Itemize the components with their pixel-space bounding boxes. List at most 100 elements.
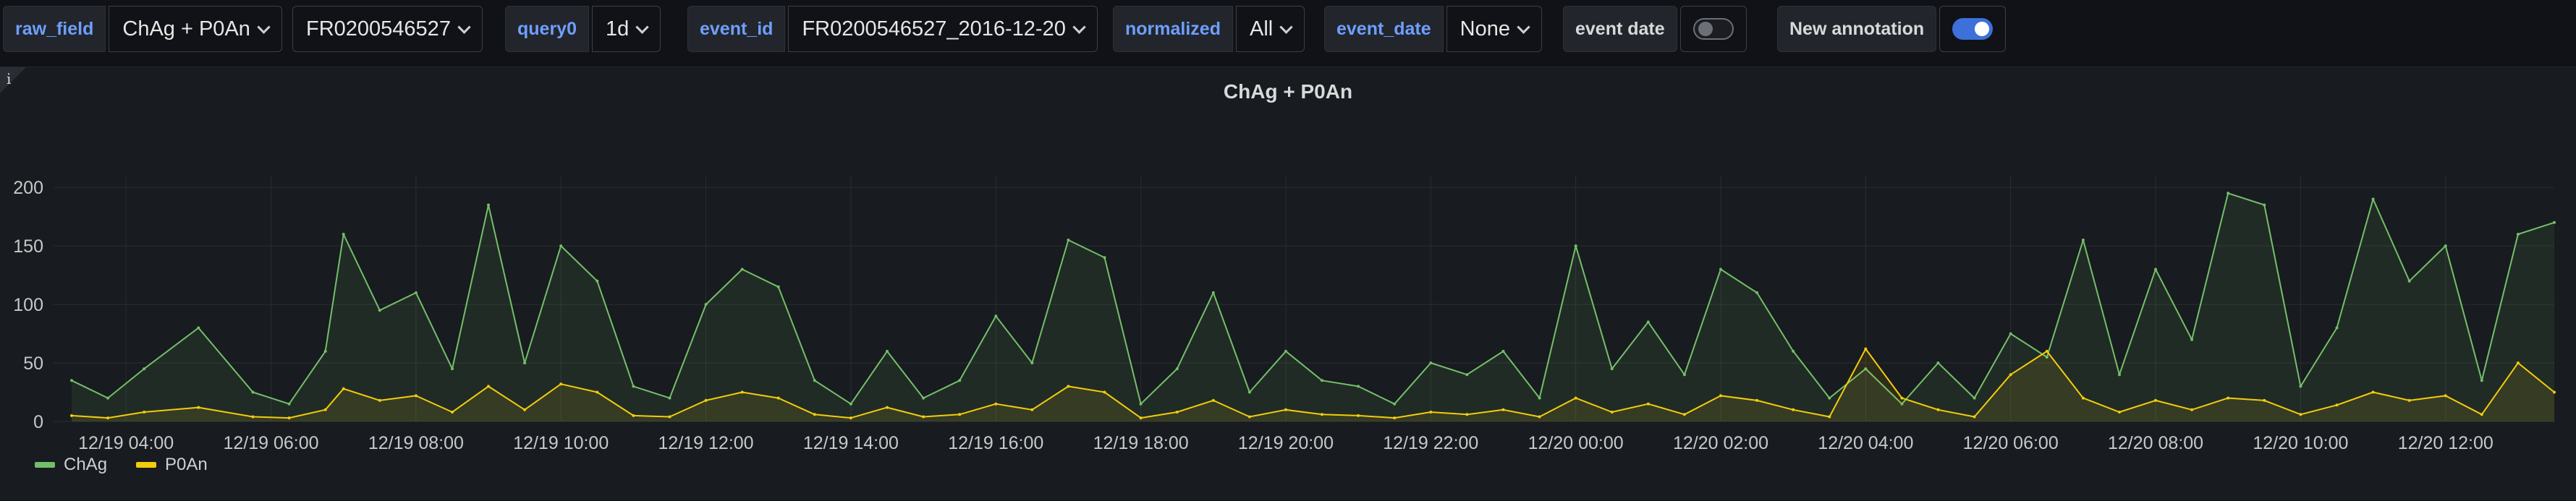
x-tick-label: 12/20 04:00 [1818, 433, 1913, 453]
raw-field-select[interactable]: ChAg + P0An [109, 6, 282, 52]
new-annotation-toggle-group: New annotation [1777, 6, 2007, 52]
station-select[interactable]: FR0200546527 [292, 6, 483, 52]
data-point-p0an [1030, 408, 1034, 411]
data-point-chag [2553, 220, 2556, 224]
data-point-p0an [1103, 390, 1106, 394]
data-point-p0an [523, 408, 527, 411]
data-point-p0an [813, 413, 816, 416]
event-date-select[interactable]: None [1446, 6, 1542, 52]
data-point-p0an [2263, 398, 2266, 402]
x-tick-label: 12/19 20:00 [1238, 433, 1334, 453]
data-point-p0an [1900, 396, 1904, 400]
data-point-chag [143, 367, 146, 371]
data-point-p0an [1393, 416, 1397, 420]
chart-panel: 0 50 100 150 200 12/19 04:00 12/19 06:00 12/19 … [0, 67, 2576, 500]
legend: ChAg P0An [35, 455, 208, 475]
data-point-p0an [143, 411, 146, 414]
event-date-value: None [1459, 17, 1510, 40]
data-point-p0an [1755, 398, 1759, 402]
data-point-p0an [2444, 394, 2447, 398]
data-point-p0an [1357, 414, 1360, 417]
data-point-chag [487, 203, 490, 207]
normalized-variable: normalized All [1113, 6, 1305, 52]
query0-variable: query0 1d [505, 6, 661, 52]
data-point-chag [1393, 402, 1397, 406]
event-id-variable: event_id FR0200546527_2016-12-20 [687, 6, 1098, 52]
query0-select[interactable]: 1d [591, 6, 661, 52]
x-tick-label: 12/19 08:00 [368, 433, 464, 453]
data-point-p0an [1501, 408, 1505, 411]
data-point-chag [378, 309, 381, 312]
legend-item-chag[interactable]: ChAg [35, 455, 107, 475]
data-point-p0an [70, 414, 73, 417]
x-tick-label: 12/20 06:00 [1963, 433, 2059, 453]
data-point-chag [2480, 379, 2483, 382]
data-point-p0an [2407, 398, 2411, 402]
data-point-p0an [2154, 398, 2157, 402]
data-point-chag [559, 244, 563, 248]
chevron-down-icon [1279, 20, 1293, 34]
data-point-p0an [251, 415, 255, 419]
data-point-p0an [1067, 385, 1070, 388]
data-point-p0an [1610, 411, 1614, 414]
data-point-p0an [2009, 373, 2012, 377]
new-annotation-toggle[interactable] [1939, 6, 2007, 52]
data-point-chag [2081, 239, 2085, 241]
event-date-toggle[interactable] [1679, 6, 1747, 52]
data-point-chag [2154, 267, 2157, 271]
data-point-chag [1574, 244, 1577, 248]
data-point-chag [1646, 320, 1650, 324]
data-point-p0an [1682, 413, 1686, 416]
data-point-chag [2227, 192, 2230, 195]
legend-swatch-p0an [136, 462, 157, 468]
x-tick-label: 12/19 04:00 [78, 433, 174, 453]
info-icon[interactable]: i [7, 70, 12, 87]
panel-title: ChAg + P0An [1223, 80, 1353, 103]
data-point-p0an [2553, 390, 2556, 394]
data-point-p0an [1175, 411, 1179, 414]
x-tick-label: 12/19 10:00 [513, 433, 609, 453]
data-point-chag [2009, 332, 2012, 335]
data-point-chag [704, 303, 708, 307]
data-point-chag [958, 379, 962, 382]
data-point-chag [251, 390, 255, 394]
series-area-p0an [72, 348, 2554, 421]
raw-field-value: ChAg + P0An [122, 17, 250, 40]
event-date-variable: event_date None [1324, 6, 1542, 52]
data-point-p0an [1139, 416, 1143, 420]
data-point-chag [287, 402, 291, 406]
data-point-p0an [2081, 396, 2085, 400]
event-date-toggle-group: event date [1563, 6, 1747, 52]
data-point-chag [523, 361, 527, 364]
legend-item-p0an[interactable]: P0An [136, 455, 208, 475]
data-point-p0an [994, 402, 998, 406]
event-date-switch[interactable] [1692, 18, 1734, 40]
new-annotation-switch[interactable] [1952, 18, 1994, 40]
data-point-p0an [1936, 408, 1940, 411]
data-point-chag [1682, 373, 1686, 377]
chevron-down-icon [635, 20, 649, 34]
data-point-chag [1175, 367, 1179, 371]
x-tick-label: 12/20 00:00 [1528, 433, 1624, 453]
new-annotation-label: New annotation [1777, 6, 1937, 52]
legend-swatch-chag [35, 462, 55, 468]
panel-info-corner[interactable] [0, 67, 26, 93]
chevron-down-icon [1517, 20, 1530, 34]
data-point-chag [1247, 390, 1251, 394]
x-tick-label: 12/19 22:00 [1383, 433, 1478, 453]
normalized-value: All [1249, 17, 1274, 40]
data-point-p0an [2516, 361, 2520, 364]
data-point-p0an [849, 416, 852, 420]
data-point-p0an [632, 414, 635, 417]
normalized-label: normalized [1113, 6, 1233, 52]
data-point-p0an [1973, 415, 1976, 419]
data-point-p0an [323, 408, 327, 411]
event-id-select[interactable]: FR0200546527_2016-12-20 [788, 6, 1098, 52]
x-tick-label: 12/20 10:00 [2253, 433, 2348, 453]
event-id-label: event_id [687, 6, 786, 52]
normalized-select[interactable]: All [1235, 6, 1305, 52]
data-point-chag [740, 267, 744, 271]
data-point-chag [1936, 361, 1940, 364]
data-point-p0an [2190, 408, 2194, 411]
data-point-p0an [1538, 415, 1541, 419]
